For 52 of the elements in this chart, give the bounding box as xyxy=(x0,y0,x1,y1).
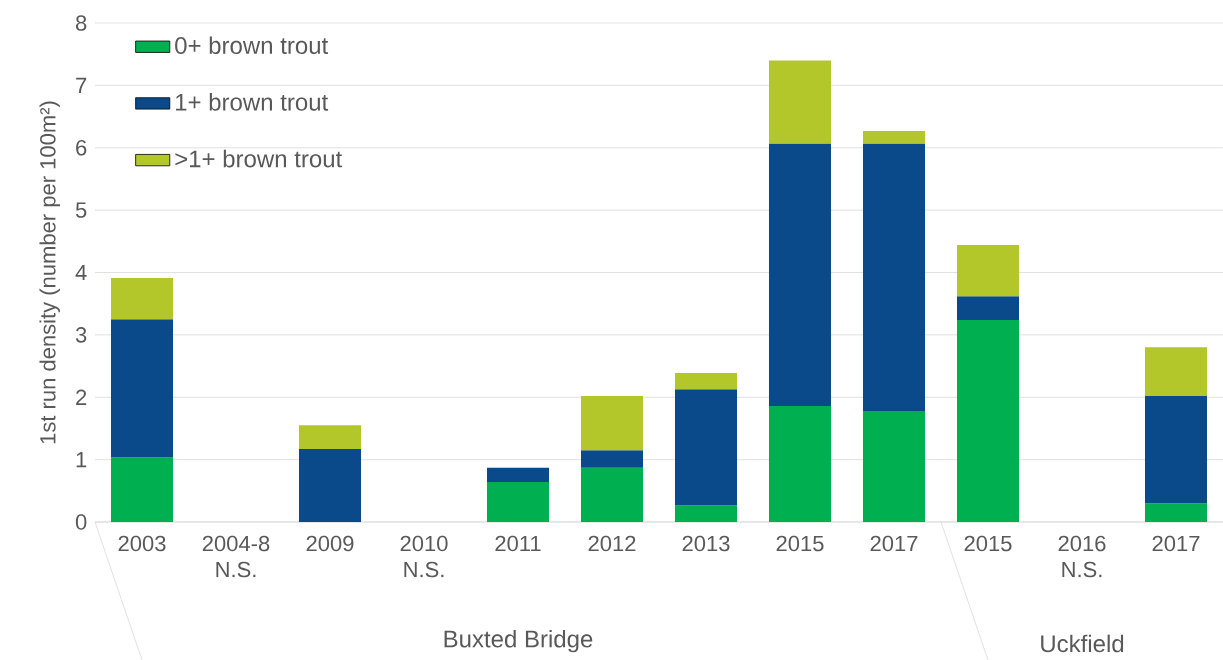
x-tick-label: 2012 xyxy=(588,535,636,552)
bar xyxy=(580,396,644,451)
x-tick-label: 2015 xyxy=(964,535,1012,552)
bar xyxy=(1144,503,1208,522)
y-tick-label: 5 xyxy=(75,202,87,218)
bar xyxy=(956,296,1020,320)
bar xyxy=(1144,347,1208,397)
y-tick-label: 7 xyxy=(76,77,87,93)
y-tick-label: 0 xyxy=(75,514,87,530)
x-tick-label: 2009 xyxy=(306,535,354,552)
x-tick-label: 2004-8 N.S. xyxy=(202,535,270,578)
bar xyxy=(956,319,1020,522)
bar xyxy=(862,143,926,411)
x-tick-label: 2017 xyxy=(1152,535,1200,552)
bar xyxy=(1144,396,1208,504)
legend-label: >1+ brown trout xyxy=(175,149,343,168)
x-tick-label: 2013 xyxy=(682,535,730,552)
y-tick-label: 6 xyxy=(76,139,87,156)
bar xyxy=(298,449,362,522)
y-tick-label: 1 xyxy=(76,452,87,468)
legend-label: 0+ brown trout xyxy=(175,36,329,54)
legend-label: 1+ brown trout xyxy=(176,93,329,111)
x-tick-label: 2003 xyxy=(118,535,166,552)
text: Buxted Bridge xyxy=(444,629,593,653)
x-tick-label: 2011 xyxy=(495,535,541,552)
x-tick-label: 2016 N.S. xyxy=(1058,535,1106,578)
y-tick-label: 4 xyxy=(75,264,87,281)
bar xyxy=(674,372,738,390)
bar xyxy=(956,245,1020,297)
bar xyxy=(862,410,926,522)
bar xyxy=(862,130,926,144)
y-tick-label: 8 xyxy=(75,15,87,31)
bar xyxy=(674,505,738,522)
x-tick-label: 2010 N.S. xyxy=(400,535,448,578)
bar xyxy=(768,405,832,522)
y-tick-label: 2 xyxy=(76,389,87,405)
bar xyxy=(110,319,174,458)
bar xyxy=(110,457,174,522)
bar xyxy=(580,467,644,522)
x-tick-label: 2015 xyxy=(776,535,824,552)
text: Uckfield xyxy=(1041,634,1124,653)
x-tick-label: 2017 xyxy=(870,535,918,552)
bar xyxy=(110,278,174,320)
bar xyxy=(768,143,832,406)
bar xyxy=(580,450,644,468)
bar xyxy=(674,389,738,506)
bar xyxy=(768,60,832,144)
y-tick-label: 3 xyxy=(75,327,87,343)
bar xyxy=(486,467,550,483)
y-axis-title: 1st run density (number per 100m²) xyxy=(39,101,60,444)
bar xyxy=(298,425,362,450)
bar xyxy=(486,482,550,522)
